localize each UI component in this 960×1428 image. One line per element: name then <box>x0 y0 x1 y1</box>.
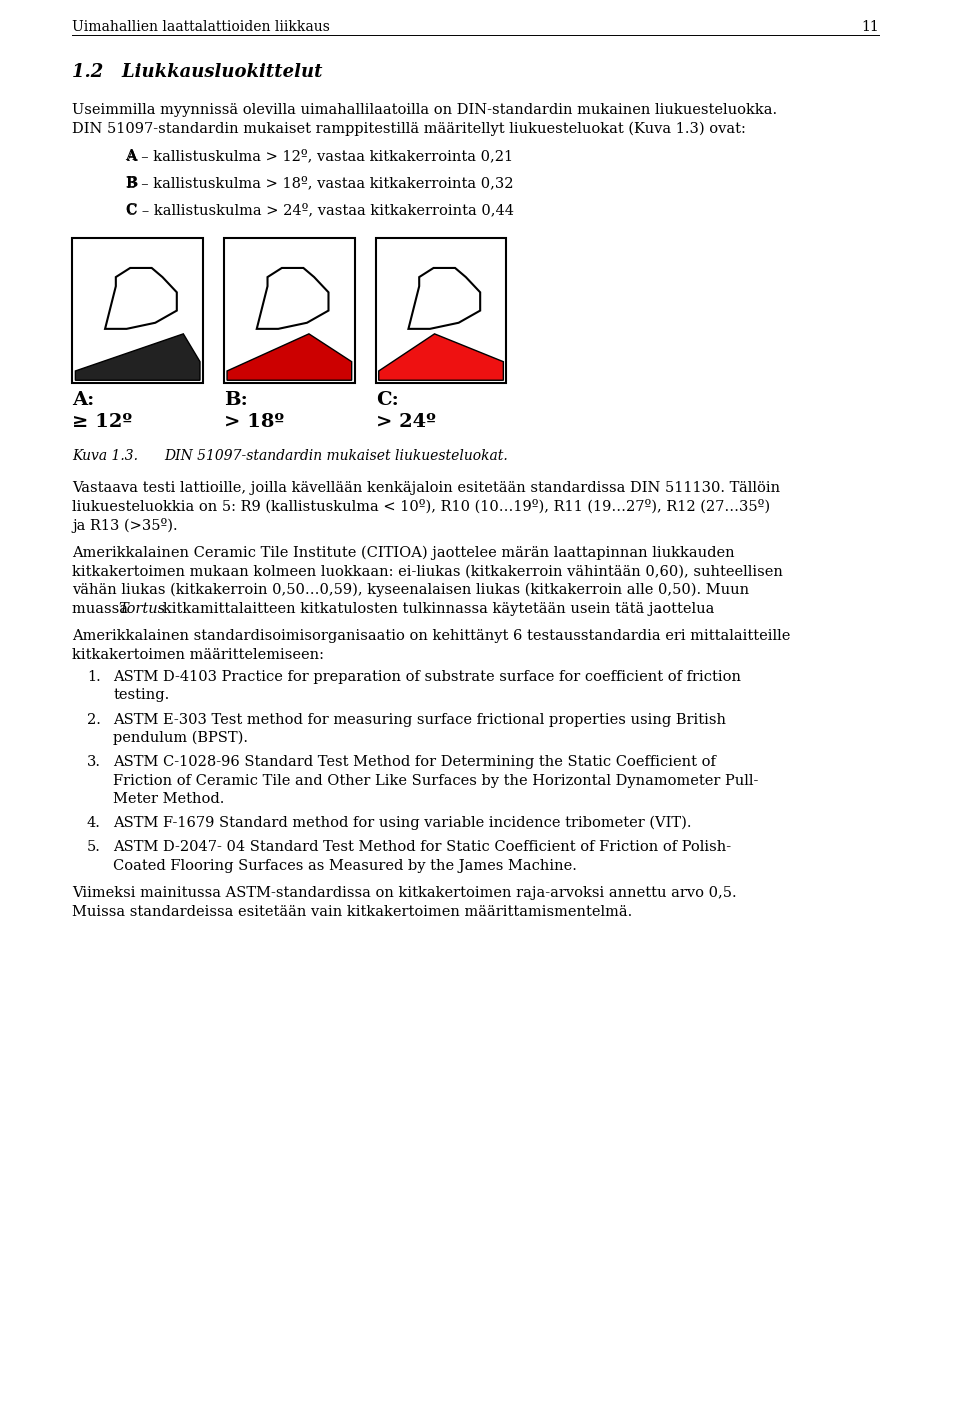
Text: pendulum (BPST).: pendulum (BPST). <box>113 731 248 745</box>
Polygon shape <box>256 268 328 328</box>
Text: kitkakertoimen määrittelemiseen:: kitkakertoimen määrittelemiseen: <box>72 648 324 661</box>
Text: B – kallistuskulma > 18º, vastaa kitkakerrointa 0,32: B – kallistuskulma > 18º, vastaa kitkake… <box>126 176 513 190</box>
Text: 3.: 3. <box>87 755 101 770</box>
Text: 4.: 4. <box>87 815 101 830</box>
Polygon shape <box>105 268 177 328</box>
Text: Uimahallien laattalattioiden liikkaus: Uimahallien laattalattioiden liikkaus <box>72 20 330 34</box>
Bar <box>226 240 352 381</box>
Text: A – kallistuskulma > 12º, vastaa kitkakerrointa 0,21: A – kallistuskulma > 12º, vastaa kitkake… <box>126 150 513 163</box>
Text: 2.: 2. <box>87 713 101 727</box>
Text: Amerikkalainen standardisoimisorganisaatio on kehittänyt 6 testausstandardia eri: Amerikkalainen standardisoimisorganisaat… <box>72 630 791 643</box>
Polygon shape <box>75 334 200 380</box>
Text: C:: C: <box>375 391 398 410</box>
Text: > 18º: > 18º <box>224 413 284 431</box>
Bar <box>375 238 506 383</box>
Text: ASTM E-303 Test method for measuring surface frictional properties using British: ASTM E-303 Test method for measuring sur… <box>113 713 726 727</box>
Text: liukuesteluokkia on 5: R9 (kallistuskulma < 10º), R10 (10…19º), R11 (19…27º), R1: liukuesteluokkia on 5: R9 (kallistuskulm… <box>72 500 771 514</box>
Text: > 24º: > 24º <box>375 413 436 431</box>
Text: B:: B: <box>224 391 248 410</box>
Text: DIN 51097-standardin mukaiset liukuesteluokat.: DIN 51097-standardin mukaiset liukuestel… <box>164 450 508 463</box>
Text: C – kallistuskulma > 24º, vastaa kitkakerrointa 0,44: C – kallistuskulma > 24º, vastaa kitkake… <box>126 203 514 217</box>
Text: ASTM D-2047- 04 Standard Test Method for Static Coefficient of Friction of Polis: ASTM D-2047- 04 Standard Test Method for… <box>113 840 732 854</box>
Text: B: B <box>126 176 138 190</box>
Text: A:: A: <box>72 391 95 410</box>
Text: .: . <box>658 601 662 615</box>
Text: 1.2   Liukkausluokittelut: 1.2 Liukkausluokittelut <box>72 63 323 81</box>
Bar <box>224 238 354 383</box>
Polygon shape <box>408 268 480 328</box>
Text: ASTM D-4103 Practice for preparation of substrate surface for coefficient of fri: ASTM D-4103 Practice for preparation of … <box>113 670 741 684</box>
Text: ja R13 (>35º).: ja R13 (>35º). <box>72 518 179 533</box>
Text: Viimeksi mainitussa ASTM-standardissa on kitkakertoimen raja-arvoksi annettu arv: Viimeksi mainitussa ASTM-standardissa on… <box>72 887 737 901</box>
Text: testing.: testing. <box>113 688 169 703</box>
Text: A: A <box>126 150 137 163</box>
Text: Vastaava testi lattioille, joilla kävellään kenkäjaloin esitetään standardissa D: Vastaava testi lattioille, joilla kävell… <box>72 481 780 496</box>
Text: vähän liukas (kitkakerroin 0,50…0,59), kyseenalaisen liukas (kitkakerroin alle 0: vähän liukas (kitkakerroin 0,50…0,59), k… <box>72 583 750 597</box>
Text: Muissa standardeissa esitetään vain kitkakertoimen määrittamismentelmä.: Muissa standardeissa esitetään vain kitk… <box>72 905 633 918</box>
Text: Amerikkalainen Ceramic Tile Institute (CITIOA) jaottelee märän laattapinnan liuk: Amerikkalainen Ceramic Tile Institute (C… <box>72 545 735 560</box>
Text: Friction of Ceramic Tile and Other Like Surfaces by the Horizontal Dynamometer P: Friction of Ceramic Tile and Other Like … <box>113 774 758 788</box>
Text: C: C <box>126 203 137 217</box>
Polygon shape <box>379 334 503 380</box>
Text: DIN 51097-standardin mukaiset ramppitestillä määritellyt liukuesteluokat (Kuva 1: DIN 51097-standardin mukaiset ramppitest… <box>72 121 746 136</box>
Text: -kitkamittalaitteen kitkatulosten tulkinnassa käytetään usein tätä jaottelua: -kitkamittalaitteen kitkatulosten tulkin… <box>157 601 714 615</box>
Text: Useimmilla myynnissä olevilla uimahallilaatoilla on DIN-standardin mukainen liuk: Useimmilla myynnissä olevilla uimahallil… <box>72 103 778 117</box>
Text: Coated Flooring Surfaces as Measured by the James Machine.: Coated Flooring Surfaces as Measured by … <box>113 858 577 873</box>
Text: ≥ 12º: ≥ 12º <box>72 413 132 431</box>
Text: Meter Method.: Meter Method. <box>113 793 225 805</box>
Text: kitkakertoimen mukaan kolmeen luokkaan: ei-liukas (kitkakerroin vähintään 0,60),: kitkakertoimen mukaan kolmeen luokkaan: … <box>72 564 783 578</box>
Bar <box>74 240 201 381</box>
Text: Kuva 1.3.: Kuva 1.3. <box>72 450 138 463</box>
Text: muassa: muassa <box>72 601 133 615</box>
Text: ASTM F-1679 Standard method for using variable incidence tribometer (VIT).: ASTM F-1679 Standard method for using va… <box>113 815 691 831</box>
Text: ASTM C-1028-96 Standard Test Method for Determining the Static Coefficient of: ASTM C-1028-96 Standard Test Method for … <box>113 755 716 770</box>
Text: 1.: 1. <box>87 670 101 684</box>
Polygon shape <box>228 334 351 380</box>
Text: Tortus: Tortus <box>118 601 165 615</box>
Bar <box>378 240 504 381</box>
Text: 5.: 5. <box>87 840 101 854</box>
Bar <box>72 238 203 383</box>
Text: 11: 11 <box>861 20 879 34</box>
